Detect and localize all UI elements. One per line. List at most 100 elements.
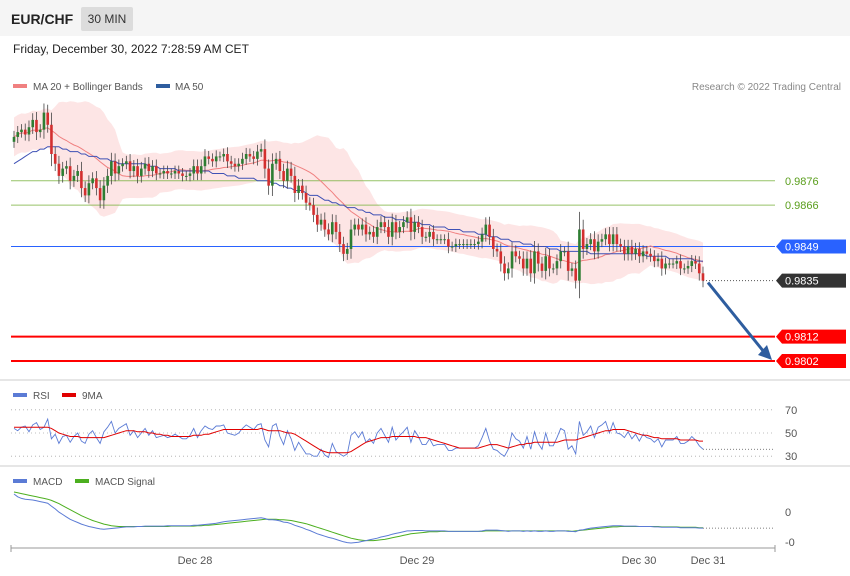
candle-body <box>319 219 323 225</box>
candle-body <box>278 158 282 172</box>
timeframe-badge[interactable]: 30 MIN <box>88 12 127 26</box>
candle-body <box>375 227 379 237</box>
candle-body <box>585 244 589 249</box>
macd-line <box>13 493 703 544</box>
legend-ma20-swatch <box>13 84 27 88</box>
candle-body <box>117 166 121 174</box>
rsi-ma-line <box>14 426 703 454</box>
candle-body <box>402 222 405 228</box>
candle-body <box>345 248 349 254</box>
bollinger-band <box>14 101 703 285</box>
candle-body <box>121 163 124 167</box>
candle-body <box>20 129 23 133</box>
level-tag-support <box>776 353 846 368</box>
rsi-tick-label: 30 <box>785 451 797 463</box>
candle-body <box>443 239 446 241</box>
candle-body <box>72 175 76 181</box>
candle-body <box>95 178 98 189</box>
legend-rsi-ma-swatch <box>62 393 76 397</box>
candle-body <box>342 244 345 254</box>
candle-body <box>166 171 169 174</box>
forecast-arrow-head <box>758 344 772 360</box>
level-tag-pivot <box>776 239 846 254</box>
candle-body <box>316 214 319 225</box>
candle-body <box>540 263 544 271</box>
candle-body <box>368 231 372 235</box>
candle-body <box>477 241 480 245</box>
timestamp: Friday, December 30, 2022 7:28:59 AM CET <box>13 42 250 56</box>
candle-body <box>301 185 304 193</box>
candle-body <box>626 246 630 254</box>
candle-body <box>222 154 225 157</box>
forecast-arrow <box>706 281 766 353</box>
candle-body <box>241 158 244 164</box>
candle-body <box>263 149 267 169</box>
candle-body <box>548 256 551 269</box>
candle-body <box>417 222 420 228</box>
candle-body <box>259 149 263 152</box>
candle-body <box>664 263 667 269</box>
level-label: 0.9849 <box>785 242 819 254</box>
candle-body <box>360 224 364 230</box>
candle-body <box>136 166 139 176</box>
candle-body <box>593 239 596 252</box>
candle-body <box>484 224 488 235</box>
candle-body <box>297 185 300 193</box>
candle-body <box>559 251 563 262</box>
candle-body <box>604 234 607 240</box>
level-label: 0.9802 <box>785 356 819 368</box>
level-tag-support <box>776 329 846 344</box>
candle-body <box>473 244 476 246</box>
candle-body <box>151 166 154 172</box>
candle-body <box>488 224 491 237</box>
candle-body <box>589 239 592 245</box>
candle-body <box>353 224 357 230</box>
candle-body <box>128 161 132 172</box>
candle-body <box>42 112 46 130</box>
candle-body <box>679 261 682 269</box>
candle-body <box>432 231 435 240</box>
candle-body <box>454 244 458 247</box>
candle-body <box>383 222 387 228</box>
x-tick-label: Dec 28 <box>178 555 213 567</box>
candle-body <box>162 171 166 174</box>
candle-body <box>140 168 143 176</box>
candle-body <box>304 192 308 203</box>
x-tick-label: Dec 31 <box>691 555 726 567</box>
time-axis: Dec 28 Dec 29 Dec 30 Dec 31 <box>10 545 776 567</box>
candle-body <box>675 261 679 264</box>
legend-ma50: MA 50 <box>175 82 204 93</box>
candle-body <box>390 222 394 237</box>
candle-body <box>372 231 375 237</box>
candle-body <box>16 132 20 137</box>
macd-signal-line <box>13 491 703 542</box>
credit: Research © 2022 Trading Central <box>692 82 841 93</box>
level-label: 0.9835 <box>785 276 819 288</box>
candle-body <box>641 251 645 257</box>
candle-body <box>274 158 278 164</box>
candle-body <box>645 251 649 254</box>
candle-body <box>694 261 697 264</box>
candle-body <box>177 171 181 174</box>
candle-body <box>244 154 248 159</box>
timeframe-badge-bg[interactable] <box>81 7 133 31</box>
candle-body <box>420 227 424 237</box>
candle-body <box>87 183 91 196</box>
candle-body <box>91 178 94 184</box>
candle-body <box>656 258 660 262</box>
candle-body <box>113 161 117 174</box>
candle-body <box>450 246 454 248</box>
candle-body <box>578 229 581 281</box>
candle-body <box>615 234 619 245</box>
candle-body <box>619 244 622 247</box>
candle-body <box>667 263 671 265</box>
candle-body <box>50 124 53 154</box>
candle-body <box>570 268 574 271</box>
candle-body <box>638 248 641 257</box>
candle-body <box>398 227 401 232</box>
candle-body <box>53 154 57 164</box>
candle-body <box>686 266 690 269</box>
candle-body <box>65 166 68 169</box>
legend-macd-swatch <box>13 479 27 483</box>
